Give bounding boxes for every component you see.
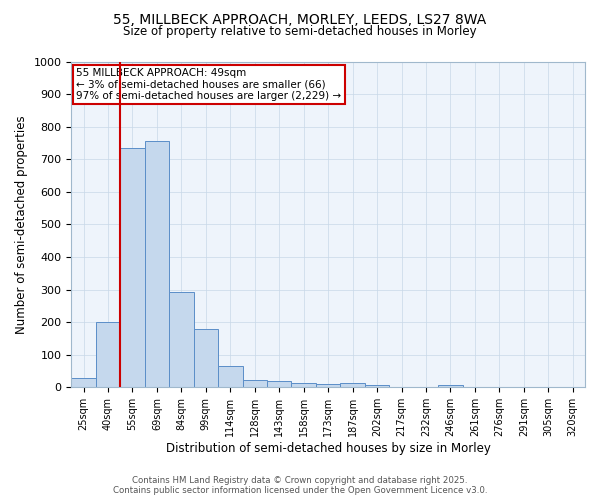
Bar xyxy=(292,383,316,388)
Bar xyxy=(438,384,463,388)
Text: Size of property relative to semi-detached houses in Morley: Size of property relative to semi-detach… xyxy=(123,25,477,38)
Bar xyxy=(365,385,389,388)
Bar xyxy=(463,386,487,388)
Bar xyxy=(389,386,414,388)
Bar xyxy=(71,378,96,388)
Y-axis label: Number of semi-detached properties: Number of semi-detached properties xyxy=(15,115,28,334)
Text: 55, MILLBECK APPROACH, MORLEY, LEEDS, LS27 8WA: 55, MILLBECK APPROACH, MORLEY, LEEDS, LS… xyxy=(113,12,487,26)
Bar xyxy=(120,148,145,388)
Text: 55 MILLBECK APPROACH: 49sqm
← 3% of semi-detached houses are smaller (66)
97% of: 55 MILLBECK APPROACH: 49sqm ← 3% of semi… xyxy=(76,68,341,101)
X-axis label: Distribution of semi-detached houses by size in Morley: Distribution of semi-detached houses by … xyxy=(166,442,491,455)
Text: Contains HM Land Registry data © Crown copyright and database right 2025.
Contai: Contains HM Land Registry data © Crown c… xyxy=(113,476,487,495)
Bar xyxy=(340,384,365,388)
Bar xyxy=(242,380,267,388)
Bar xyxy=(169,292,194,388)
Bar xyxy=(194,330,218,388)
Bar xyxy=(316,384,340,388)
Bar xyxy=(267,381,292,388)
Bar xyxy=(96,322,120,388)
Bar xyxy=(218,366,242,388)
Bar xyxy=(145,142,169,388)
